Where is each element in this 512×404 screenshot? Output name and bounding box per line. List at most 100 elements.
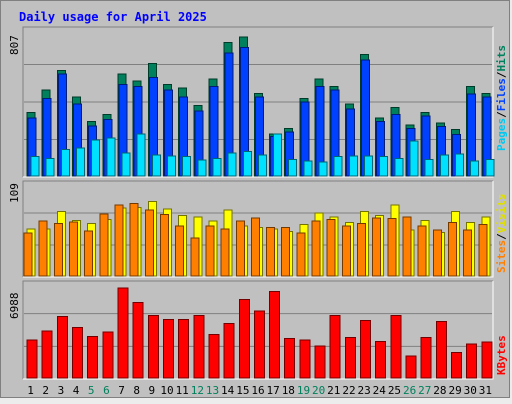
bar-pages-day-9 [151,154,161,177]
x-tick-label: 23 [358,384,371,397]
bar-kbytes-day-7 [117,287,129,379]
legend-entry: Pages [495,118,508,151]
bar-pages-day-10 [166,155,176,177]
bar-sites-day-18 [281,227,291,277]
bar-sites-day-30 [463,229,473,277]
bar-sites-day-19 [296,232,306,277]
bar-pages-day-3 [60,149,70,177]
legend-entry: Sites [495,240,508,273]
chart-title: Daily usage for April 2025 [19,10,207,24]
x-tick-label: 14 [221,384,235,397]
top-panel-highlight [23,27,494,178]
bottom-panel-shadow [22,280,493,379]
bar-sites-day-8 [129,202,139,277]
chart-panels [22,26,495,380]
bar-kbytes-day-20 [314,345,326,379]
bar-kbytes-day-25 [390,314,402,379]
bar-sites-day-26 [402,216,412,277]
x-tick-label: 6 [103,384,110,397]
top-panel-max-label: 807 [8,35,21,55]
bar-kbytes-day-4 [71,326,83,379]
x-tick-label: 30 [464,384,477,397]
bar-sites-day-11 [175,225,185,277]
bar-kbytes-day-18 [284,338,296,379]
x-axis-labels: 1 2 3 4 5 6 7 8 9 10 11 12 13 14 15 16 17 18 19 20 21 22 23 24 2… [27,384,492,397]
bar-sites-day-13 [205,225,215,277]
middle-panel-legend: Sites/Visits [495,194,508,274]
bar-kbytes-day-16 [253,310,265,379]
bar-pages-day-17 [273,133,283,177]
bar-sites-day-4 [68,221,78,277]
bar-sites-day-22 [341,225,351,277]
x-tick-label: 17 [267,384,280,397]
x-tick-label: 2 [42,384,49,397]
bar-sites-day-12 [190,237,200,277]
bar-pages-day-2 [45,157,55,177]
bar-sites-day-25 [387,218,397,277]
bar-pages-day-31 [485,158,495,177]
bar-kbytes-day-11 [178,318,190,379]
middle-panel-highlight [23,181,494,278]
bar-kbytes-day-13 [208,334,220,379]
bar-kbytes-day-31 [481,341,493,379]
bar-kbytes-day-2 [41,330,53,379]
x-tick-label: 16 [251,384,264,397]
legend-entry: / [495,71,508,78]
top-panel-shadow [22,26,493,177]
bar-pages-day-15 [242,150,252,177]
bar-pages-day-24 [379,156,389,177]
x-tick-label: 8 [133,384,140,397]
x-tick-label: 24 [373,384,387,397]
bar-sites-day-14 [220,228,230,277]
x-tick-label: 12 [191,384,204,397]
bar-pages-day-6 [106,137,116,177]
x-tick-label: 31 [479,384,492,397]
x-tick-label: 28 [433,384,446,397]
bar-sites-day-23 [357,223,367,277]
x-tick-label: 5 [88,384,95,397]
bar-kbytes-day-8 [132,302,144,379]
x-tick-label: 3 [58,384,65,397]
bar-kbytes-day-14 [223,322,235,379]
x-tick-label: 4 [73,384,80,397]
bar-sites-day-31 [478,223,488,277]
middle-panel [22,180,494,278]
x-tick-label: 29 [448,384,461,397]
bar-sites-day-27 [417,225,427,277]
bottom-panel-max-label: 6988 [8,293,21,320]
bar-kbytes-day-5 [87,336,99,379]
bar-pages-day-5 [91,139,101,177]
bar-pages-day-4 [75,147,85,177]
bar-pages-day-23 [364,155,374,177]
bar-sites-day-9 [144,209,154,277]
x-tick-label: 21 [327,384,340,397]
bar-sites-day-21 [326,218,336,277]
bar-sites-day-24 [372,217,382,277]
bar-kbytes-day-9 [147,314,159,379]
bar-kbytes-day-29 [451,351,463,379]
bar-kbytes-day-1 [26,339,38,379]
bar-sites-day-17 [266,227,276,277]
bar-pages-day-11 [182,156,192,177]
x-tick-label: 7 [118,384,125,397]
bar-pages-day-30 [470,160,480,177]
legend-entry: Visits [495,194,508,234]
bar-pages-day-1 [30,156,40,177]
bar-kbytes-day-3 [56,315,68,379]
x-tick-label: 26 [403,384,416,397]
bar-sites-day-5 [84,230,94,277]
bar-sites-day-2 [38,220,48,277]
bar-kbytes-day-22 [344,337,356,379]
x-tick-label: 15 [236,384,249,397]
legend-entry: Files [495,78,508,111]
x-tick-label: 27 [418,384,431,397]
bar-kbytes-day-19 [299,339,311,379]
bar-pages-day-27 [424,158,434,177]
bar-kbytes-day-17 [269,291,281,379]
bar-pages-day-26 [409,140,419,177]
legend-entry: Hits [495,45,508,72]
bar-pages-day-8 [136,133,146,177]
bar-pages-day-14 [227,152,237,177]
